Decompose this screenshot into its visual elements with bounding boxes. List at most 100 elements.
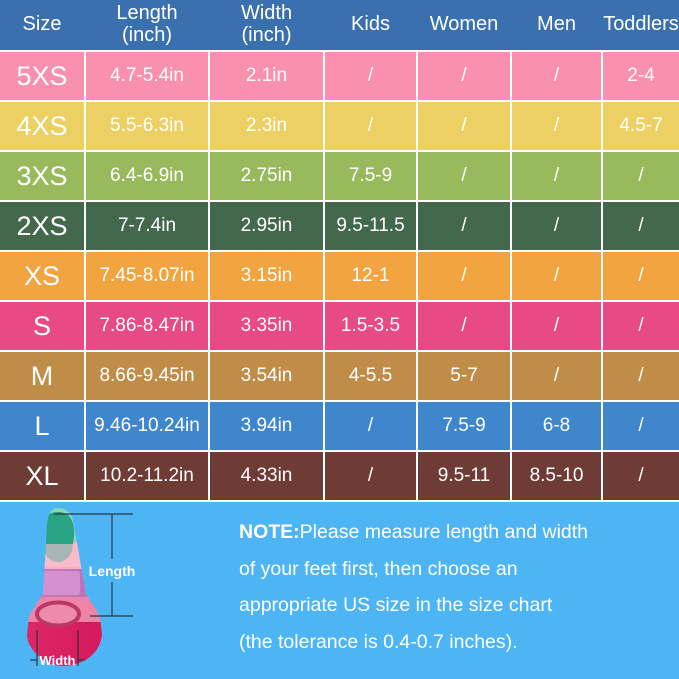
size-cell: L xyxy=(0,402,84,450)
header-cell-women: Women xyxy=(418,0,510,50)
header-sublabel: (inch) xyxy=(121,24,172,46)
header-label: Size xyxy=(22,13,62,36)
header-cell-size: Size xyxy=(0,0,84,50)
width-cell: 2.95in xyxy=(210,202,323,250)
women-cell: / xyxy=(418,202,510,250)
women-cell: / xyxy=(418,252,510,300)
kids-cell: / xyxy=(325,102,416,150)
toddlers-cell: / xyxy=(603,352,679,400)
header-label: Men xyxy=(537,13,576,36)
length-cell: 5.5-6.3in xyxy=(86,102,208,150)
toddlers-cell: / xyxy=(603,452,679,500)
table-row-5xs: 5XS 4.7-5.4in 2.1in / / / 2-4 xyxy=(0,52,679,100)
toddlers-cell: 4.5-7 xyxy=(603,102,679,150)
men-cell: / xyxy=(512,252,601,300)
kids-cell: 4-5.5 xyxy=(325,352,416,400)
width-cell: 3.35in xyxy=(210,302,323,350)
length-cell: 9.46-10.24in xyxy=(86,402,208,450)
fin-illustration: Length Width xyxy=(0,502,225,679)
size-cell: 2XS xyxy=(0,202,84,250)
length-cell: 7.86-8.47in xyxy=(86,302,208,350)
men-cell: / xyxy=(512,52,601,100)
header-cell-kids: Kids xyxy=(325,0,416,50)
length-cell: 7.45-8.07in xyxy=(86,252,208,300)
width-measure-lines xyxy=(30,630,85,666)
men-cell: / xyxy=(512,102,601,150)
note-line-3: appropriate US size in the size chart xyxy=(239,594,553,616)
header-label: Women xyxy=(429,13,499,36)
note-line-4: (the tolerance is 0.4-0.7 inches). xyxy=(239,630,518,653)
table-row-xs: XS 7.45-8.07in 3.15in 12-1 / / / xyxy=(0,252,679,300)
header-label: Kids xyxy=(351,13,390,36)
men-cell: / xyxy=(512,302,601,350)
header-label: Toddlers xyxy=(603,13,679,36)
header-sublabel: (inch) xyxy=(241,24,292,46)
width-cell: 3.94in xyxy=(210,402,323,450)
size-cell: M xyxy=(0,352,84,400)
header-label: Width xyxy=(240,2,293,25)
toddlers-cell: / xyxy=(603,152,679,200)
length-cell: 10.2-11.2in xyxy=(86,452,208,500)
size-cell: 3XS xyxy=(0,152,84,200)
width-cell: 4.33in xyxy=(210,452,323,500)
women-cell: / xyxy=(418,102,510,150)
swim-fin-diagram-icon: Length Width xyxy=(27,508,136,668)
men-cell: / xyxy=(512,202,601,250)
size-cell: XL xyxy=(0,452,84,500)
width-cell: 3.54in xyxy=(210,352,323,400)
kids-cell: 12-1 xyxy=(325,252,416,300)
size-cell: 5XS xyxy=(0,52,84,100)
toddlers-cell: / xyxy=(603,202,679,250)
kids-cell: 1.5-3.5 xyxy=(325,302,416,350)
width-cell: 2.1in xyxy=(210,52,323,100)
table-row-s: S 7.86-8.47in 3.35in 1.5-3.5 / / / xyxy=(0,302,679,350)
men-cell: 6-8 xyxy=(512,402,601,450)
toddlers-cell: / xyxy=(603,252,679,300)
width-label: Width xyxy=(40,653,76,668)
table-row-xl: XL 10.2-11.2in 4.33in / 9.5-11 8.5-10 / xyxy=(0,452,679,500)
length-cell: 4.7-5.4in xyxy=(86,52,208,100)
length-cell: 8.66-9.45in xyxy=(86,352,208,400)
note-line-2: of your feet first, then choose an xyxy=(239,557,518,580)
men-cell: 8.5-10 xyxy=(512,452,601,500)
header-label: Length xyxy=(116,2,178,25)
men-cell: / xyxy=(512,152,601,200)
toddlers-cell: 2-4 xyxy=(603,52,679,100)
size-cell: 4XS xyxy=(0,102,84,150)
kids-cell: / xyxy=(325,402,416,450)
kids-cell: 9.5-11.5 xyxy=(325,202,416,250)
header-cell-toddlers: Toddlers xyxy=(603,0,679,50)
women-cell: / xyxy=(418,152,510,200)
width-cell: 3.15in xyxy=(210,252,323,300)
women-cell: 5-7 xyxy=(418,352,510,400)
toddlers-cell: / xyxy=(603,402,679,450)
men-cell: / xyxy=(512,352,601,400)
length-cell: 7-7.4in xyxy=(86,202,208,250)
table-row-4xs: 4XS 5.5-6.3in 2.3in / / / 4.5-7 xyxy=(0,102,679,150)
size-cell: S xyxy=(0,302,84,350)
header-cell-length: Length (inch) xyxy=(86,0,208,50)
table-row-3xs: 3XS 6.4-6.9in 2.75in 7.5-9 / / / xyxy=(0,152,679,200)
note-text: NOTE:Please measure length and width of … xyxy=(225,502,588,660)
table-row-2xs: 2XS 7-7.4in 2.95in 9.5-11.5 / / / xyxy=(0,202,679,250)
women-cell: / xyxy=(418,302,510,350)
header-cell-men: Men xyxy=(512,0,601,50)
note-line-1: NOTE:Please measure length and width xyxy=(239,521,589,543)
table-header-row: Size Length (inch) Width (inch) Kids Wom… xyxy=(0,0,679,50)
length-cell: 6.4-6.9in xyxy=(86,152,208,200)
women-cell: 7.5-9 xyxy=(418,402,510,450)
note-section: Length Width NOTE:Please measure length … xyxy=(0,502,679,679)
width-cell: 2.75in xyxy=(210,152,323,200)
table-row-l: L 9.46-10.24in 3.94in / 7.5-9 6-8 / xyxy=(0,402,679,450)
width-cell: 2.3in xyxy=(210,102,323,150)
length-measure-lines xyxy=(54,513,133,617)
kids-cell: / xyxy=(325,452,416,500)
women-cell: / xyxy=(418,52,510,100)
kids-cell: / xyxy=(325,52,416,100)
note-bold-prefix: NOTE: xyxy=(239,521,300,543)
women-cell: 9.5-11 xyxy=(418,452,510,500)
length-label: Length xyxy=(89,563,136,579)
table-row-m: M 8.66-9.45in 3.54in 4-5.5 5-7 / / xyxy=(0,352,679,400)
kids-cell: 7.5-9 xyxy=(325,152,416,200)
